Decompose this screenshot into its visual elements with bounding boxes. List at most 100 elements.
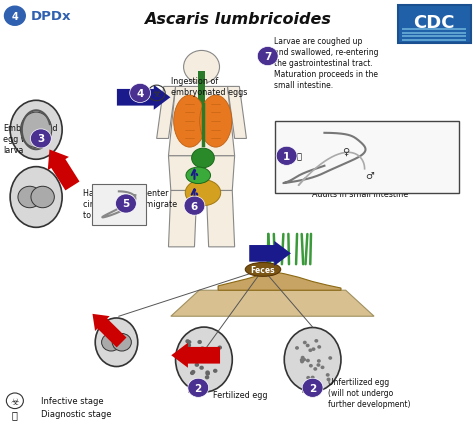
- Ellipse shape: [284, 328, 341, 392]
- Circle shape: [326, 373, 330, 377]
- Circle shape: [190, 371, 194, 375]
- Polygon shape: [168, 191, 197, 247]
- Text: 7: 7: [264, 52, 272, 62]
- Circle shape: [205, 349, 210, 354]
- Circle shape: [200, 366, 204, 370]
- Circle shape: [300, 358, 304, 362]
- Text: 🔬: 🔬: [187, 383, 192, 392]
- Circle shape: [187, 340, 191, 344]
- Circle shape: [327, 378, 330, 381]
- Circle shape: [300, 360, 304, 364]
- Polygon shape: [168, 87, 235, 156]
- Circle shape: [213, 369, 218, 373]
- Ellipse shape: [173, 96, 206, 148]
- Text: ☣: ☣: [152, 89, 162, 99]
- Ellipse shape: [191, 149, 214, 168]
- Text: 5: 5: [122, 199, 129, 209]
- Text: 3: 3: [37, 134, 45, 144]
- Text: Larvae are coughed up
and swallowed, re-entering
the gastrointestinal tract.
Mat: Larvae are coughed up and swallowed, re-…: [274, 37, 378, 90]
- Ellipse shape: [245, 263, 281, 277]
- Circle shape: [309, 364, 313, 368]
- Ellipse shape: [186, 168, 210, 184]
- Circle shape: [317, 345, 321, 349]
- Circle shape: [4, 7, 25, 26]
- Circle shape: [195, 357, 200, 361]
- Text: CDC: CDC: [414, 14, 455, 32]
- Text: Unfertilized egg
(will not undergo
further development): Unfertilized egg (will not undergo furth…: [328, 377, 410, 408]
- Text: 4: 4: [137, 89, 144, 99]
- FancyBboxPatch shape: [275, 122, 459, 193]
- Polygon shape: [156, 87, 175, 139]
- Circle shape: [187, 343, 191, 348]
- Text: Adults in small intestine: Adults in small intestine: [312, 190, 408, 199]
- Circle shape: [191, 370, 195, 374]
- Circle shape: [205, 375, 210, 379]
- Ellipse shape: [20, 113, 52, 148]
- Circle shape: [317, 359, 321, 363]
- Circle shape: [112, 334, 131, 351]
- Circle shape: [311, 348, 316, 351]
- Text: Infective stage: Infective stage: [41, 396, 103, 405]
- Circle shape: [116, 194, 137, 214]
- FancyBboxPatch shape: [402, 39, 466, 42]
- Text: ☣: ☣: [10, 396, 19, 406]
- Text: Diagnostic stage: Diagnostic stage: [41, 409, 111, 418]
- Circle shape: [210, 354, 214, 358]
- Circle shape: [30, 130, 51, 149]
- FancyBboxPatch shape: [402, 29, 466, 31]
- Circle shape: [306, 344, 310, 348]
- Text: Feces: Feces: [253, 262, 274, 271]
- FancyBboxPatch shape: [402, 33, 466, 35]
- Polygon shape: [206, 191, 235, 247]
- FancyBboxPatch shape: [398, 6, 471, 44]
- Polygon shape: [228, 87, 246, 139]
- Circle shape: [191, 357, 196, 361]
- Circle shape: [276, 147, 297, 166]
- Circle shape: [218, 345, 222, 350]
- Circle shape: [303, 341, 307, 345]
- FancyBboxPatch shape: [402, 36, 466, 38]
- Circle shape: [205, 371, 210, 375]
- Ellipse shape: [175, 327, 232, 392]
- Circle shape: [188, 378, 209, 398]
- Circle shape: [257, 47, 278, 66]
- Circle shape: [130, 84, 151, 103]
- Circle shape: [205, 372, 210, 376]
- Circle shape: [101, 334, 121, 351]
- Circle shape: [310, 376, 315, 379]
- Text: 🔬: 🔬: [302, 383, 307, 392]
- Polygon shape: [218, 272, 341, 290]
- Polygon shape: [168, 156, 235, 191]
- Bar: [198, 72, 205, 105]
- Text: 2: 2: [309, 383, 316, 393]
- Circle shape: [306, 376, 310, 380]
- Ellipse shape: [95, 318, 138, 367]
- Ellipse shape: [200, 96, 232, 148]
- Text: 2: 2: [195, 383, 202, 393]
- Text: 🔬: 🔬: [12, 409, 18, 419]
- Polygon shape: [171, 290, 374, 316]
- Circle shape: [185, 339, 190, 344]
- Ellipse shape: [10, 167, 62, 228]
- Text: ♂: ♂: [365, 171, 374, 181]
- Circle shape: [31, 187, 55, 208]
- Text: ♀: ♀: [342, 146, 349, 156]
- Ellipse shape: [185, 180, 221, 206]
- Circle shape: [197, 340, 202, 344]
- Circle shape: [314, 339, 319, 343]
- Circle shape: [295, 346, 299, 350]
- Circle shape: [313, 367, 317, 371]
- Circle shape: [320, 366, 325, 369]
- Ellipse shape: [10, 101, 62, 160]
- Text: Embryonated
egg with L3
larva: Embryonated egg with L3 larva: [3, 124, 57, 155]
- Circle shape: [302, 358, 306, 362]
- Circle shape: [309, 349, 312, 352]
- Circle shape: [184, 197, 205, 216]
- Circle shape: [306, 359, 310, 362]
- Text: Hatched larvae enter
circulation and migrate
to lungs.: Hatched larvae enter circulation and mig…: [83, 188, 178, 220]
- Text: Ingestion of
embryonated eggs: Ingestion of embryonated eggs: [171, 77, 247, 97]
- Circle shape: [302, 378, 323, 398]
- Circle shape: [194, 363, 199, 367]
- Circle shape: [317, 363, 320, 367]
- Text: Fertilized egg: Fertilized egg: [213, 390, 268, 399]
